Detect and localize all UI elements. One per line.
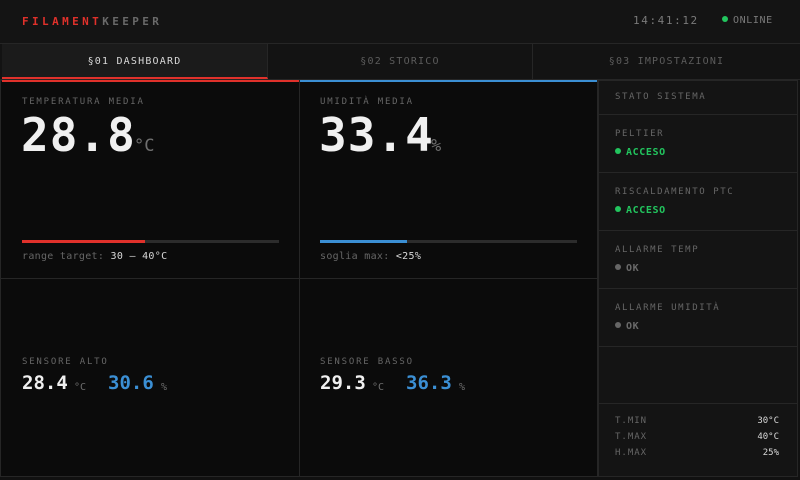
status-dot-icon (615, 264, 621, 270)
humidity-unit: % (431, 136, 442, 156)
tab-impostazioni[interactable]: §03 IMPOSTAZIONI (608, 56, 725, 67)
clock: 14:41:12 (633, 14, 699, 27)
status-ptc-value: ACCESO (615, 205, 666, 216)
temperature-range-label: range target: (22, 251, 105, 262)
tab-storico[interactable]: §02 STORICO (268, 44, 533, 79)
humidity-threshold-value: <25% (395, 251, 422, 262)
temperature-label: TEMPERATURA MEDIA (22, 97, 145, 107)
limit-tmin-value: 30°C (757, 416, 779, 426)
status-humidity-alarm: ALLARME UMIDITÀ OK (599, 289, 797, 347)
temperature-progress-fill (22, 240, 146, 243)
limit-tmin-label: T.MIN (615, 416, 648, 426)
brand-part-2: KEEPER (102, 15, 163, 28)
status-humidity-alarm-text: OK (626, 321, 640, 332)
tab-bar: §01 DASHBOARD §02 STORICO §03 IMPOSTAZIO… (0, 44, 800, 80)
connection-status-label: ONLINE (733, 15, 773, 26)
header: FILAMENTKEEPER 14:41:12 ONLINE (0, 0, 800, 44)
sensor-low-humidity-unit: % (459, 382, 466, 393)
status-peltier: PELTIER ACCESO (599, 115, 797, 173)
system-status-title: STATO SISTEMA (615, 92, 707, 102)
status-dot-icon (722, 16, 728, 22)
temperature-unit: °C (134, 136, 155, 156)
sensor-low-temp: 29.3 (320, 372, 366, 394)
sensor-high-temp: 28.4 (22, 372, 68, 394)
limit-tmax-value: 40°C (757, 432, 779, 442)
status-dot-icon (615, 206, 621, 212)
limit-tmax-label: T.MAX (615, 432, 648, 442)
status-ptc-text: ACCESO (626, 205, 666, 216)
system-status-panel: STATO SISTEMA PELTIER ACCESO RISCALDAMEN… (598, 80, 798, 477)
status-peltier-text: ACCESO (626, 147, 666, 158)
status-ptc-heater: RISCALDAMENTO PTC ACCESO (599, 173, 797, 231)
status-peltier-label: PELTIER (615, 129, 665, 139)
status-temp-alarm-label: ALLARME TEMP (615, 245, 700, 255)
limits-divider (599, 403, 797, 404)
connection-status: ONLINE (722, 15, 773, 26)
system-status-header: STATO SISTEMA (599, 81, 797, 115)
sensor-low-label: SENSORE BASSO (320, 357, 414, 367)
status-humidity-alarm-label: ALLARME UMIDITÀ (615, 303, 721, 313)
humidity-threshold-label: soglia max: (320, 251, 390, 262)
limit-hmax-label: H.MAX (615, 448, 648, 458)
humidity-label: UMIDITÀ MEDIA (320, 97, 414, 107)
status-ptc-label: RISCALDAMENTO PTC (615, 187, 735, 197)
sensor-low-temp-unit: °C (372, 382, 385, 393)
sensor-high-temp-unit: °C (74, 382, 87, 393)
sensor-high-label: SENSORE ALTO (22, 357, 109, 367)
sensor-high-humidity: 30.6 (108, 372, 154, 394)
temperature-accent-line (2, 80, 299, 82)
temperature-value: 28.8 (21, 108, 136, 162)
humidity-threshold: soglia max: <25% (320, 251, 421, 262)
humidity-progress-bar (320, 240, 577, 243)
status-temp-alarm-value: OK (615, 263, 639, 274)
temperature-range: range target: 30 — 40°C (22, 251, 167, 262)
temperature-range-value: 30 — 40°C (110, 251, 168, 262)
status-temp-alarm: ALLARME TEMP OK (599, 231, 797, 289)
brand-part-1: FILAMENT (22, 15, 103, 28)
grid-divider-horizontal (0, 278, 598, 279)
sensor-low-humidity: 36.3 (406, 372, 452, 394)
temperature-progress-bar (22, 240, 279, 243)
humidity-accent-line (300, 80, 597, 82)
status-temp-alarm-text: OK (626, 263, 640, 274)
tab-dashboard[interactable]: §01 DASHBOARD (2, 44, 268, 79)
limit-hmax-value: 25% (762, 448, 779, 458)
app-logo: FILAMENTKEEPER (22, 15, 162, 28)
status-dot-icon (615, 148, 621, 154)
status-humidity-alarm-value: OK (615, 321, 639, 332)
sensor-high-humidity-unit: % (161, 382, 168, 393)
status-dot-icon (615, 322, 621, 328)
humidity-value: 33.4 (319, 108, 434, 162)
humidity-progress-fill (320, 240, 408, 243)
status-peltier-value: ACCESO (615, 147, 666, 158)
